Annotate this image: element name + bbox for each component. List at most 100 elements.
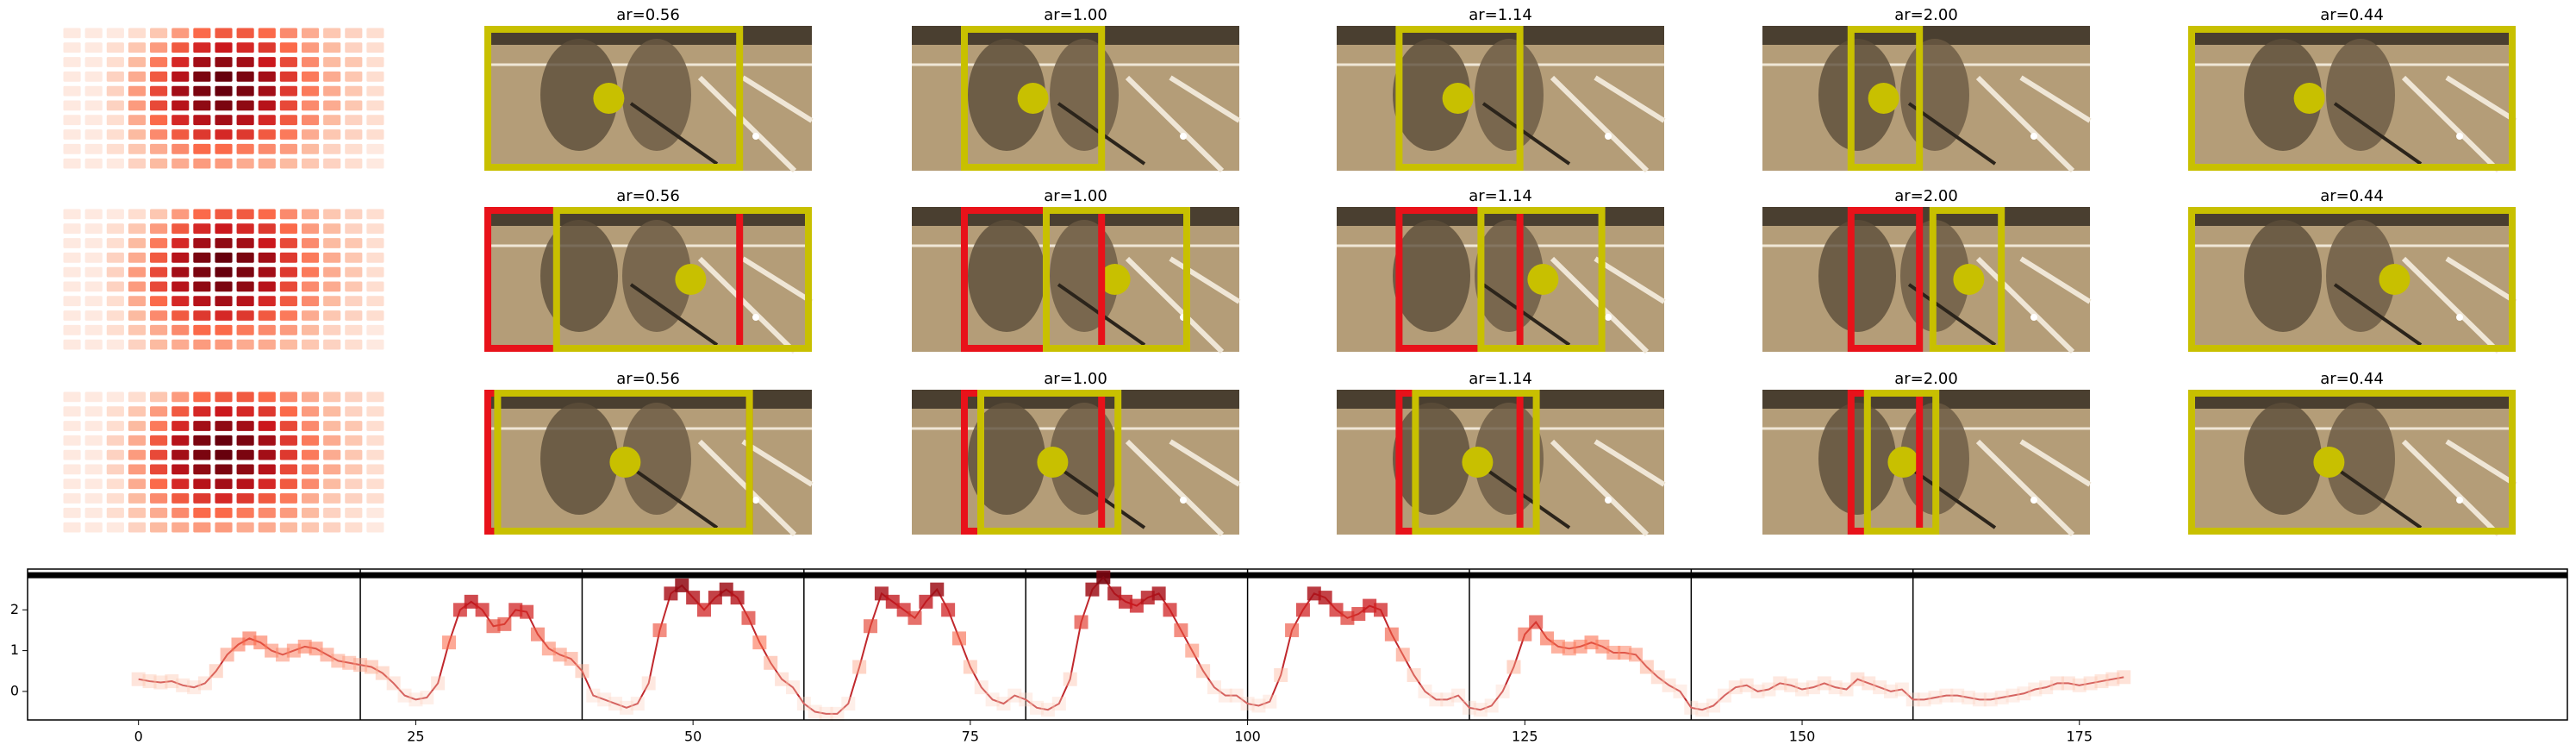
heatmap-cell [235, 157, 255, 170]
heatmap-cell [192, 405, 212, 418]
heatmap-cell [214, 157, 234, 170]
heatmap-cell [322, 323, 342, 336]
heatmap-cell [214, 99, 234, 112]
gaze-marker [1462, 447, 1494, 478]
heatmap-cell [105, 463, 125, 476]
heatmap-cell [235, 295, 255, 308]
gaze-marker [2293, 83, 2325, 114]
court-line [2445, 256, 2517, 304]
court-line [1594, 439, 1666, 487]
data-marker [242, 631, 257, 646]
yellow-box [494, 390, 753, 535]
heatmap-cell [235, 56, 255, 68]
data-marker [608, 697, 623, 711]
data-marker [1307, 586, 1321, 601]
heatmap-cell [257, 434, 277, 447]
heatmap-cell [300, 521, 321, 534]
yellow-box [2188, 207, 2516, 352]
heatmap-cell [300, 295, 321, 308]
heatmap-cell [300, 41, 321, 54]
heatmap-cell [84, 405, 103, 418]
court-line [2401, 75, 2501, 173]
heatmap-cell [322, 56, 342, 68]
data-marker [342, 655, 357, 670]
heatmap-cell [257, 222, 277, 235]
data-marker [1019, 692, 1033, 707]
heatmap-cell [84, 114, 103, 127]
heatmap-cell [149, 142, 169, 155]
heatmap-cell [149, 434, 169, 447]
ball [2456, 497, 2463, 504]
heatmap-cell [278, 128, 298, 141]
ball [1180, 497, 1187, 504]
heatmap-cell [322, 157, 342, 170]
data-marker [1251, 698, 1266, 713]
heatmap-cell [62, 157, 82, 170]
heatmap-cell [192, 448, 212, 461]
data-marker [1773, 676, 1787, 691]
court-line [1594, 256, 1666, 304]
red-box [1847, 207, 1924, 352]
heatmap-cell [365, 492, 385, 504]
data-marker [2105, 672, 2120, 686]
court-line [741, 75, 814, 123]
heatmap-cell [344, 56, 364, 68]
heatmap-cell [344, 420, 364, 432]
heatmap-cell [149, 310, 169, 322]
heatmap-cell [344, 434, 364, 447]
data-marker [275, 648, 290, 662]
data-marker [1806, 680, 1820, 695]
heatmap-cell [149, 70, 169, 83]
panel-title: ar=2.00 [1894, 6, 1958, 24]
gaze-marker [1017, 83, 1049, 114]
heatmap-cell [322, 41, 342, 54]
heatmap-cell [214, 310, 234, 322]
data-marker [730, 591, 745, 605]
data-marker [1429, 692, 1444, 707]
data-marker [1639, 660, 1654, 674]
heatmap-cell [365, 142, 385, 155]
heatmap-cell [149, 114, 169, 127]
panel-title: ar=2.00 [1894, 187, 1958, 205]
data-marker [2061, 676, 2075, 691]
heatmap-cell [105, 222, 125, 235]
heatmap-cell [127, 84, 147, 97]
data-marker [1051, 697, 1066, 711]
data-marker [2072, 678, 2086, 692]
data-marker [1618, 645, 1632, 660]
heatmap-cell [344, 492, 364, 504]
data-marker [2028, 682, 2043, 697]
heatmap-cell [278, 56, 298, 68]
heatmap-cell [149, 157, 169, 170]
data-marker [409, 692, 423, 707]
heatmap-cell [365, 391, 385, 404]
photo-stands [1762, 390, 2090, 409]
ball [2456, 133, 2463, 140]
data-marker [286, 643, 301, 658]
red-box [1395, 207, 1524, 352]
heatmap-cell [278, 463, 298, 476]
heatmap-cell [62, 295, 82, 308]
heatmap-cell [365, 237, 385, 249]
data-marker [1440, 692, 1455, 707]
heatmap-cell [365, 338, 385, 351]
player [622, 220, 691, 332]
heatmap-cell [365, 478, 385, 491]
data-marker [420, 690, 434, 704]
heatmap-cell [278, 506, 298, 519]
y-tick-label: 2 [10, 601, 19, 617]
data-marker [1629, 648, 1644, 662]
heatmap-cell [62, 338, 82, 351]
ball [1605, 133, 1612, 140]
heatmap-cell [300, 128, 321, 141]
heatmap-cell [62, 280, 82, 293]
heatmap-cell [149, 338, 169, 351]
data-marker [353, 658, 368, 673]
heatmap-cell [300, 448, 321, 461]
data-marker [1828, 680, 1843, 695]
data-marker [1650, 670, 1665, 685]
court-line [2401, 256, 2501, 354]
heatmap-cell [344, 521, 364, 534]
heatmap-cell [344, 295, 364, 308]
data-marker [708, 591, 722, 605]
